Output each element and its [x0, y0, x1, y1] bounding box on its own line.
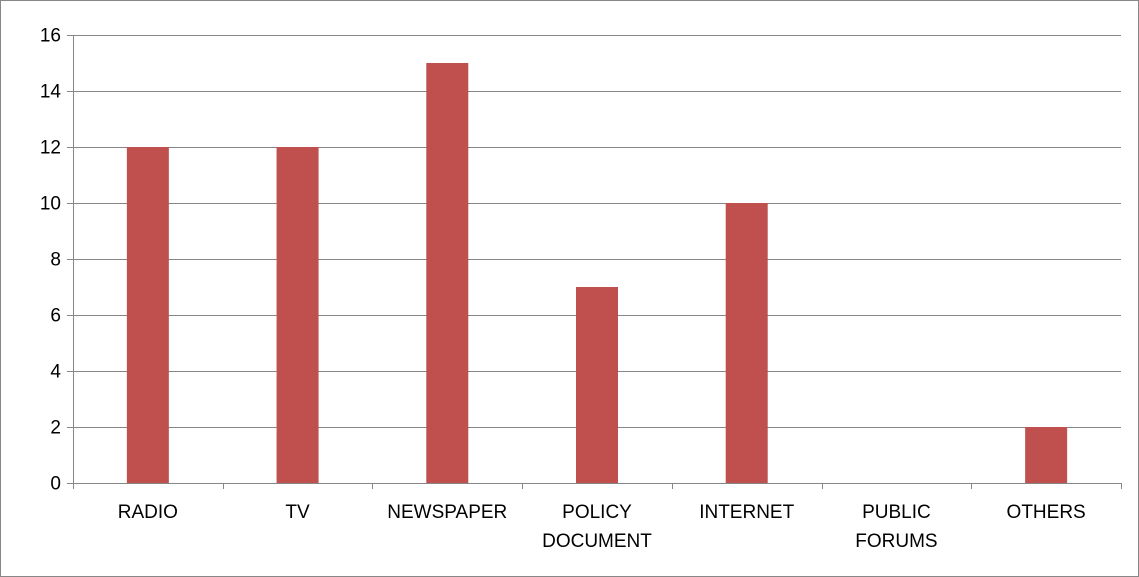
bar [1025, 427, 1068, 483]
x-tick-label: POLICY DOCUMENT [542, 502, 652, 552]
x-tick-label-line: TV [285, 502, 310, 523]
x-tick-labels: RADIO TV NEWSPAPER POLICY DOCUMENT INTERNET PU… [118, 502, 1086, 552]
bars [126, 63, 1068, 483]
bar [725, 203, 768, 483]
x-tick-label-line: RADIO [118, 502, 178, 523]
bar [126, 147, 169, 483]
y-tick-label: 0 [50, 474, 61, 495]
axes [67, 35, 1122, 489]
y-tick-labels: 0 2 4 6 8 10 12 14 16 [40, 26, 62, 495]
x-tick-label-line: PUBLIC [862, 502, 931, 523]
x-tick-label: NEWSPAPER [387, 502, 507, 523]
bar [276, 147, 319, 483]
y-tick-label: 12 [40, 138, 61, 159]
x-tick-label-line: OTHERS [1007, 502, 1086, 523]
x-tick-label: RADIO [118, 502, 178, 523]
x-tick-label-line: NEWSPAPER [387, 502, 507, 523]
x-tick-label: PUBLIC FORUMS [855, 502, 937, 552]
bar [426, 63, 469, 483]
y-tick-label: 8 [50, 250, 61, 271]
y-tick-label: 16 [40, 26, 61, 47]
y-tick-label: 14 [40, 82, 62, 103]
y-tick-label: 6 [50, 306, 61, 327]
x-tick-label-line: INTERNET [699, 502, 794, 523]
x-tick-label-line: DOCUMENT [542, 531, 652, 552]
x-tick-label: TV [285, 502, 310, 523]
y-tick-label: 10 [40, 194, 61, 215]
x-tick-label-line: FORUMS [855, 531, 937, 552]
x-tick-label: INTERNET [699, 502, 794, 523]
bar [576, 287, 618, 483]
x-tick-label: OTHERS [1007, 502, 1086, 523]
y-tick-label: 2 [50, 418, 61, 439]
x-tick-label-line: POLICY [562, 502, 632, 523]
y-tick-label: 4 [50, 362, 61, 383]
